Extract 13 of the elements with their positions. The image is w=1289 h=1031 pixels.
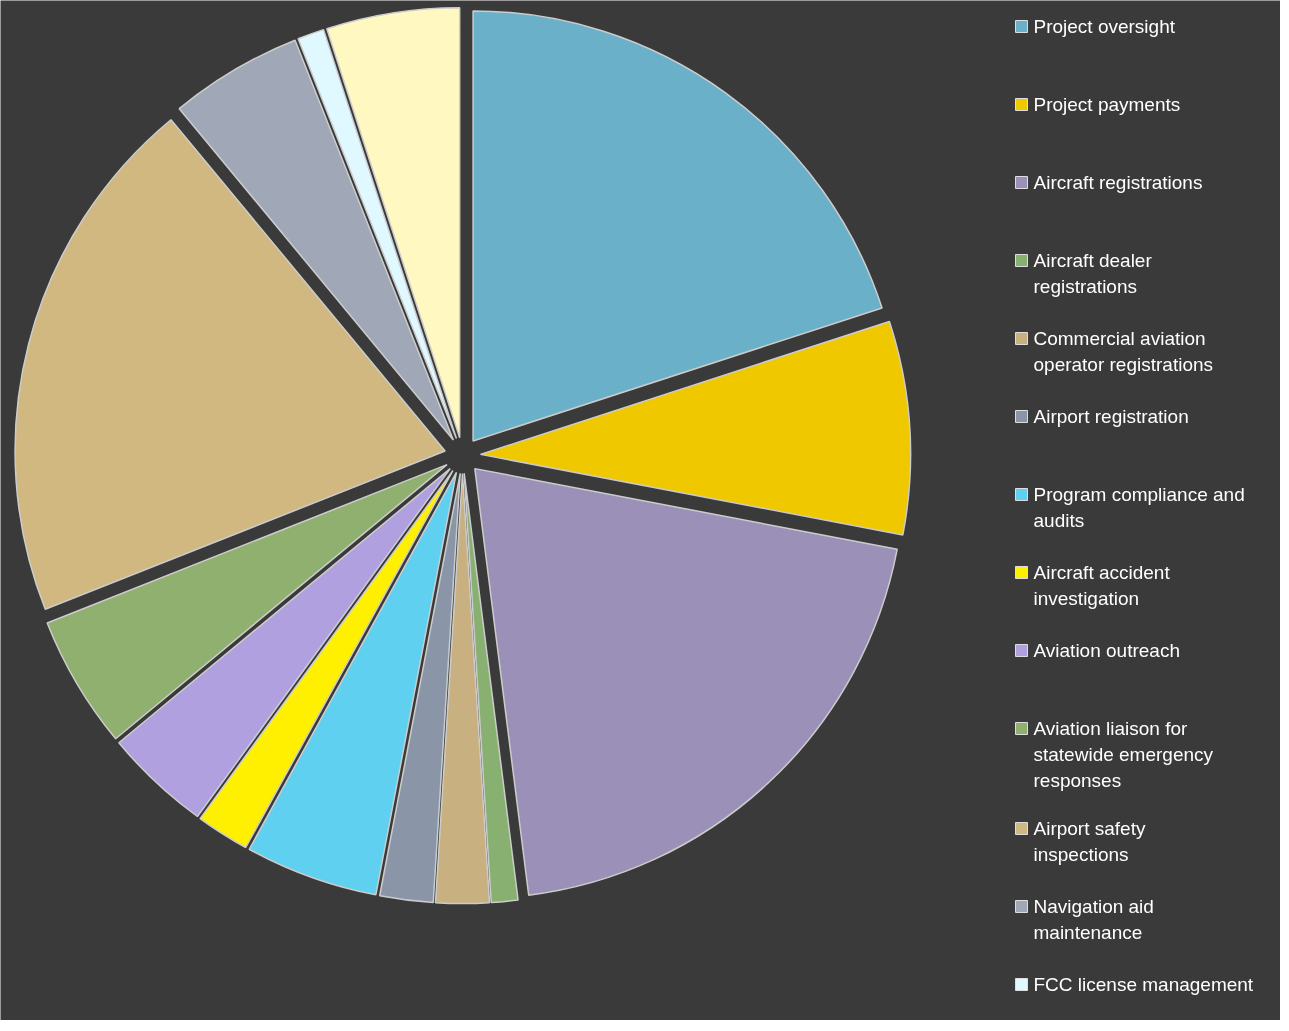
legend-label: Aircraft registrations [1033,171,1203,193]
legend-label: Aircraft accident investigation [1033,561,1171,609]
legend-label: Aviation liaison for statewide emergency responses [1033,717,1214,791]
legend-label: Project oversight [1033,15,1176,37]
legend-label: Aviation outreach [1033,639,1180,661]
legend-label: Navigation aid maintenance [1033,895,1154,943]
legend-label: Program compliance and audits [1033,483,1245,531]
legend-label: FCC license management [1033,973,1254,995]
legend-label: Airport safety inspections [1033,817,1146,865]
legend-label: Commercial aviation operator registrations [1033,327,1214,375]
legend-label: Airport registration [1033,405,1189,427]
legend-label: Project payments [1033,93,1181,115]
legend-label: Aircraft dealer registrations [1033,249,1153,297]
